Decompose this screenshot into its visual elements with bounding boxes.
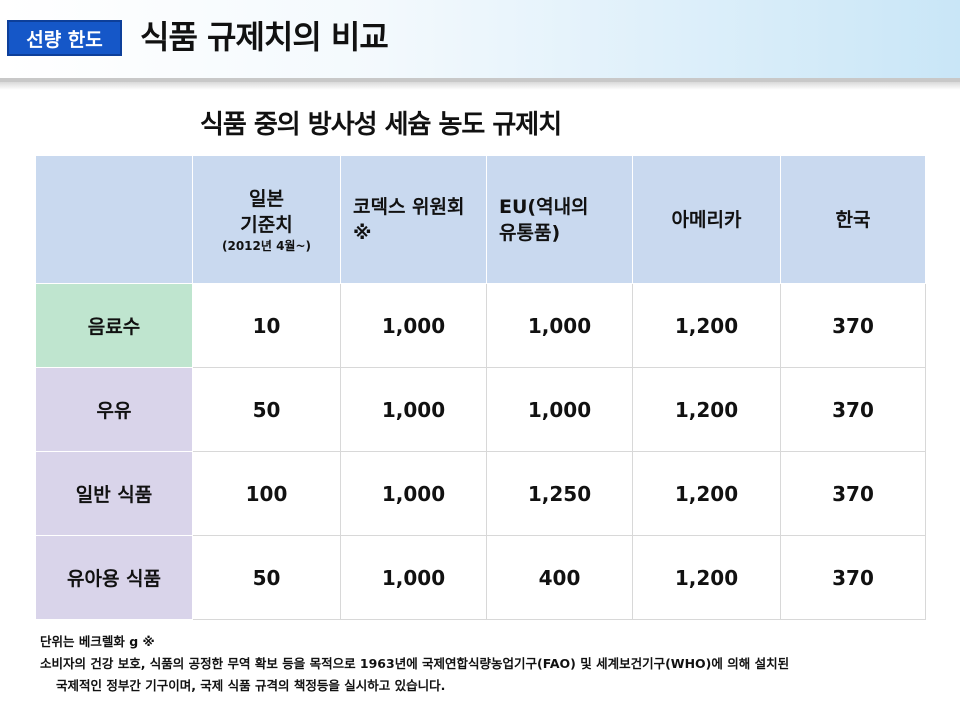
table-cell: 10	[192, 283, 341, 368]
column-header-america: 아메리카	[632, 155, 781, 284]
column-header-eu: EU(역내의 유통품)	[486, 155, 633, 284]
table-cell: 370	[780, 451, 926, 536]
table-cell: 100	[192, 451, 341, 536]
footnotes: 단위는 베크렐화 g ※ 소비자의 건강 보호, 식품의 공정한 무역 확보 등…	[40, 631, 789, 697]
codex-note-line1: 소비자의 건강 보호, 식품의 공정한 무역 확보 등을 목적으로 1963년에…	[40, 656, 790, 671]
table-cell: 1,200	[632, 451, 781, 536]
table-cell: 50	[192, 367, 341, 452]
column-header-line: 코덱스 위원회	[353, 195, 465, 218]
table-cell: 370	[780, 283, 926, 368]
table-cell: 1,200	[632, 535, 781, 620]
header-bar: 선량 한도 식품 규제치의 비교	[0, 0, 960, 82]
table-cell: 1,000	[486, 367, 633, 452]
table-cell: 1,000	[340, 367, 487, 452]
table-cell: 400	[486, 535, 633, 620]
column-header-japan: 일본 기준치 (2012년 4월~)	[192, 155, 341, 284]
table-cell: 1,200	[632, 283, 781, 368]
row-header-milk: 우유	[35, 367, 193, 452]
table-row: 우유 50 1,000 1,000 1,200 370	[35, 367, 926, 452]
column-header-korea: 한국	[780, 155, 926, 284]
table-cell: 370	[780, 367, 926, 452]
table-cell: 1,000	[486, 283, 633, 368]
table-header-row: 일본 기준치 (2012년 4월~) 코덱스 위원회 ※ EU(역내의 유통품)…	[35, 155, 926, 284]
column-header-line: 한국	[835, 208, 871, 231]
table-corner-cell	[35, 155, 193, 284]
column-header-line: 일본	[249, 187, 284, 210]
codex-note-line2: 국제적인 정부간 기구이며, 국제 식품 규격의 책정등을 실시하고 있습니다.	[56, 678, 446, 693]
table-row: 유아용 식품 50 1,000 400 1,200 370	[35, 535, 926, 620]
column-header-line: 유통품)	[499, 221, 561, 244]
table-row: 음료수 10 1,000 1,000 1,200 370	[35, 283, 926, 368]
table-cell: 50	[192, 535, 341, 620]
header-shadow	[0, 82, 960, 90]
table-title: 식품 중의 방사성 세슘 농도 규제치	[200, 110, 562, 140]
table-row: 일반 식품 100 1,000 1,250 1,200 370	[35, 451, 926, 536]
column-header-line: ※	[353, 221, 372, 244]
row-header-infant-food: 유아용 식품	[35, 535, 193, 620]
table-cell: 370	[780, 535, 926, 620]
column-header-line: EU(역내의	[499, 195, 589, 218]
regulation-table-container: 일본 기준치 (2012년 4월~) 코덱스 위원회 ※ EU(역내의 유통품)…	[35, 155, 926, 620]
table-cell: 1,000	[340, 451, 487, 536]
section-badge: 선량 한도	[7, 20, 122, 56]
column-header-line: 아메리카	[671, 208, 742, 231]
regulation-table: 일본 기준치 (2012년 4월~) 코덱스 위원회 ※ EU(역내의 유통품)…	[35, 155, 926, 620]
row-header-general-food: 일반 식품	[35, 451, 193, 536]
row-header-drinking-water: 음료수	[35, 283, 193, 368]
column-header-note: (2012년 4월~)	[221, 238, 312, 253]
table-cell: 1,250	[486, 451, 633, 536]
column-header-line: 기준치	[240, 213, 293, 236]
unit-note: 단위는 베크렐화 g ※	[40, 634, 155, 649]
table-cell: 1,000	[340, 535, 487, 620]
table-cell: 1,200	[632, 367, 781, 452]
column-header-codex: 코덱스 위원회 ※	[340, 155, 487, 284]
table-cell: 1,000	[340, 283, 487, 368]
page-title: 식품 규제치의 비교	[140, 18, 389, 56]
